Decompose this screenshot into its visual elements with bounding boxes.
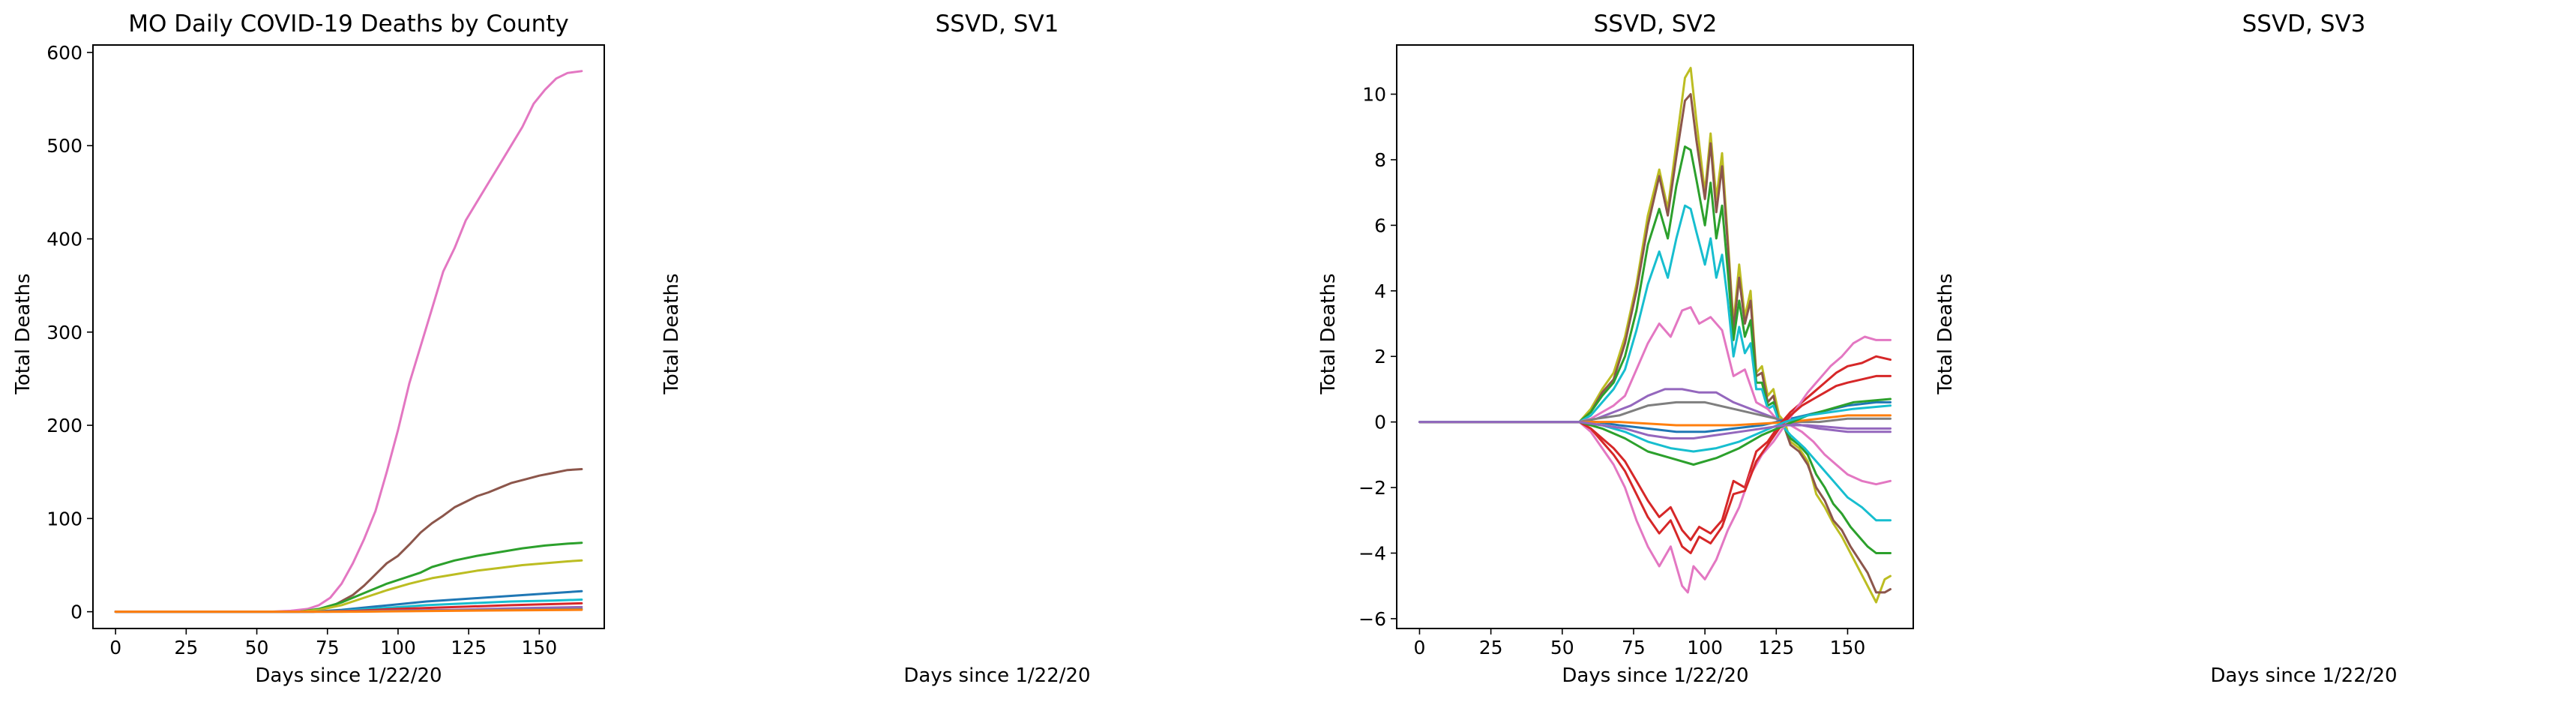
series-line-15: [1418, 421, 1892, 440]
subplot-4: SSVD, SV3 Days since 1/22/20 Total Death…: [1934, 10, 2398, 687]
series-line-10: [1418, 355, 1892, 542]
plot-lines: [1418, 67, 1892, 604]
series-line-5: [1418, 306, 1892, 486]
series-line-12: [1418, 374, 1892, 554]
y-tick-label: 6: [1374, 214, 1386, 236]
series-line-3: [114, 542, 583, 614]
y-axis-label: Total Deaths: [1934, 273, 1957, 394]
subplot-title: SSVD, SV3: [2242, 10, 2366, 38]
y-axis-label: Total Deaths: [12, 273, 34, 394]
subplot-1: MO Daily COVID-19 Deaths by County025507…: [12, 10, 605, 687]
x-axis-label: Days since 1/22/20: [903, 664, 1090, 687]
y-tick-label: 600: [46, 42, 82, 64]
axes-frame: [92, 44, 605, 629]
x-tick-label: 125: [451, 637, 487, 658]
axes-frame: [1396, 44, 1914, 629]
y-tick-label: 8: [1374, 149, 1386, 171]
x-axis-label: Days since 1/22/20: [255, 664, 442, 687]
x-tick-label: 100: [1687, 637, 1723, 658]
series-line-3: [1418, 146, 1892, 554]
series-line-4: [1418, 204, 1892, 522]
x-tick-label: 150: [521, 637, 557, 658]
y-tick-label: 4: [1374, 280, 1386, 302]
x-tick-label: 0: [109, 637, 121, 658]
y-tick-label: −6: [1358, 608, 1386, 630]
y-tick-label: 2: [1374, 346, 1386, 368]
y-tick-label: 400: [46, 229, 82, 250]
x-tick-label: 0: [1413, 637, 1425, 658]
series-line-2: [114, 468, 583, 614]
y-tick-label: 0: [1374, 412, 1386, 434]
x-tick-label: 25: [174, 637, 198, 658]
x-axis-label: Days since 1/22/20: [1562, 664, 1748, 687]
y-axis-label: Total Deaths: [660, 273, 683, 394]
y-tick-label: 10: [1362, 84, 1386, 106]
x-tick-label: 25: [1479, 637, 1503, 658]
x-tick-label: 150: [1830, 637, 1866, 658]
y-tick-label: 500: [46, 135, 82, 157]
subplot-title: SSVD, SV10255075100125150−10.0−7.5−5.0−2…: [936, 10, 1059, 38]
series-line-10: [114, 608, 583, 614]
series-line-1: [114, 70, 583, 614]
y-tick-label: −2: [1358, 477, 1386, 499]
series-line-4: [114, 559, 583, 614]
plot-lines: [114, 70, 583, 614]
subplot-title: SSVD, SV2: [1594, 10, 1718, 38]
series-line-2: [1418, 93, 1892, 594]
y-tick-label: 300: [46, 322, 82, 344]
x-tick-label: 50: [1550, 637, 1574, 658]
subplot-title: MO Daily COVID-19 Deaths by County025507…: [128, 10, 569, 38]
series-line-1: [1418, 67, 1892, 604]
y-tick-label: 0: [70, 602, 82, 623]
subplot-3: SSVD, SV2 Days since 1/22/20 Total Death…: [1317, 10, 1749, 687]
y-tick-label: 100: [46, 508, 82, 530]
x-tick-label: 50: [245, 637, 269, 658]
x-tick-label: 75: [1622, 637, 1646, 658]
y-tick-label: −4: [1358, 542, 1386, 564]
subplot-2: SSVD, SV10255075100125150−10.0−7.5−5.0−2…: [660, 10, 1914, 687]
series-line-13: [1418, 398, 1892, 466]
series-line-7: [1418, 400, 1892, 424]
x-tick-label: 100: [380, 637, 416, 658]
x-tick-label: 75: [316, 637, 340, 658]
series-line-11: [1418, 335, 1892, 594]
x-tick-label: 125: [1758, 637, 1794, 658]
x-axis-label: Days since 1/22/20: [2210, 664, 2397, 687]
y-tick-label: 200: [46, 415, 82, 436]
y-axis-label: Total Deaths: [1317, 273, 1340, 394]
